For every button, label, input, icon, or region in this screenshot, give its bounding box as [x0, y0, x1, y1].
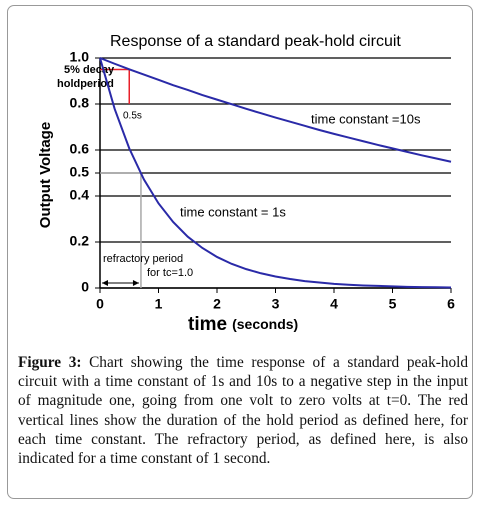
annotation: 5% decay: [64, 64, 115, 76]
x-axis-label-units: (seconds): [232, 316, 298, 332]
annotation: 0.5s: [123, 111, 142, 122]
x-tick-label: 4: [330, 296, 338, 312]
chart-title: Response of a standard peak-hold circuit: [110, 33, 401, 50]
annotation: for tc=1.0: [147, 267, 193, 279]
series-label: time constant =10s: [311, 111, 421, 126]
x-tick-label: 3: [272, 296, 280, 312]
caption-text: Chart showing the time response of a sta…: [18, 354, 469, 468]
x-tick-label: 5: [389, 296, 397, 312]
x-axis-label: time (seconds): [188, 314, 298, 335]
annotation: holdperiod: [57, 78, 114, 90]
line-series: [99, 57, 452, 289]
y-tick-label: 0.5: [70, 164, 90, 180]
y-tick-label: 0.8: [70, 95, 90, 111]
y-tick-label: 0.6: [70, 141, 90, 157]
y-tick-label: 0.2: [70, 233, 90, 249]
caption: Figure 3: Chart showing the time respons…: [18, 353, 468, 468]
annotation: refractory period: [103, 253, 183, 265]
x-tick-label: 2: [213, 296, 221, 312]
y-tick-label: 0: [81, 279, 89, 295]
series-label: time constant = 1s: [180, 204, 286, 219]
y-axis-label: Output Voltage: [37, 122, 54, 228]
figure-frame: [7, 5, 473, 499]
caption-label: Figure 3:: [18, 354, 82, 371]
x-tick-label: 1: [155, 296, 163, 312]
line-series: [99, 57, 452, 163]
x-axis-label-main: time: [188, 314, 227, 335]
x-tick-label: 0: [96, 296, 104, 312]
chart: Response of a standard peak-hold circuit…: [37, 33, 455, 335]
y-tick-label: 1.0: [70, 49, 90, 65]
x-tick-label: 6: [447, 296, 455, 312]
y-tick-label: 0.4: [70, 187, 90, 203]
